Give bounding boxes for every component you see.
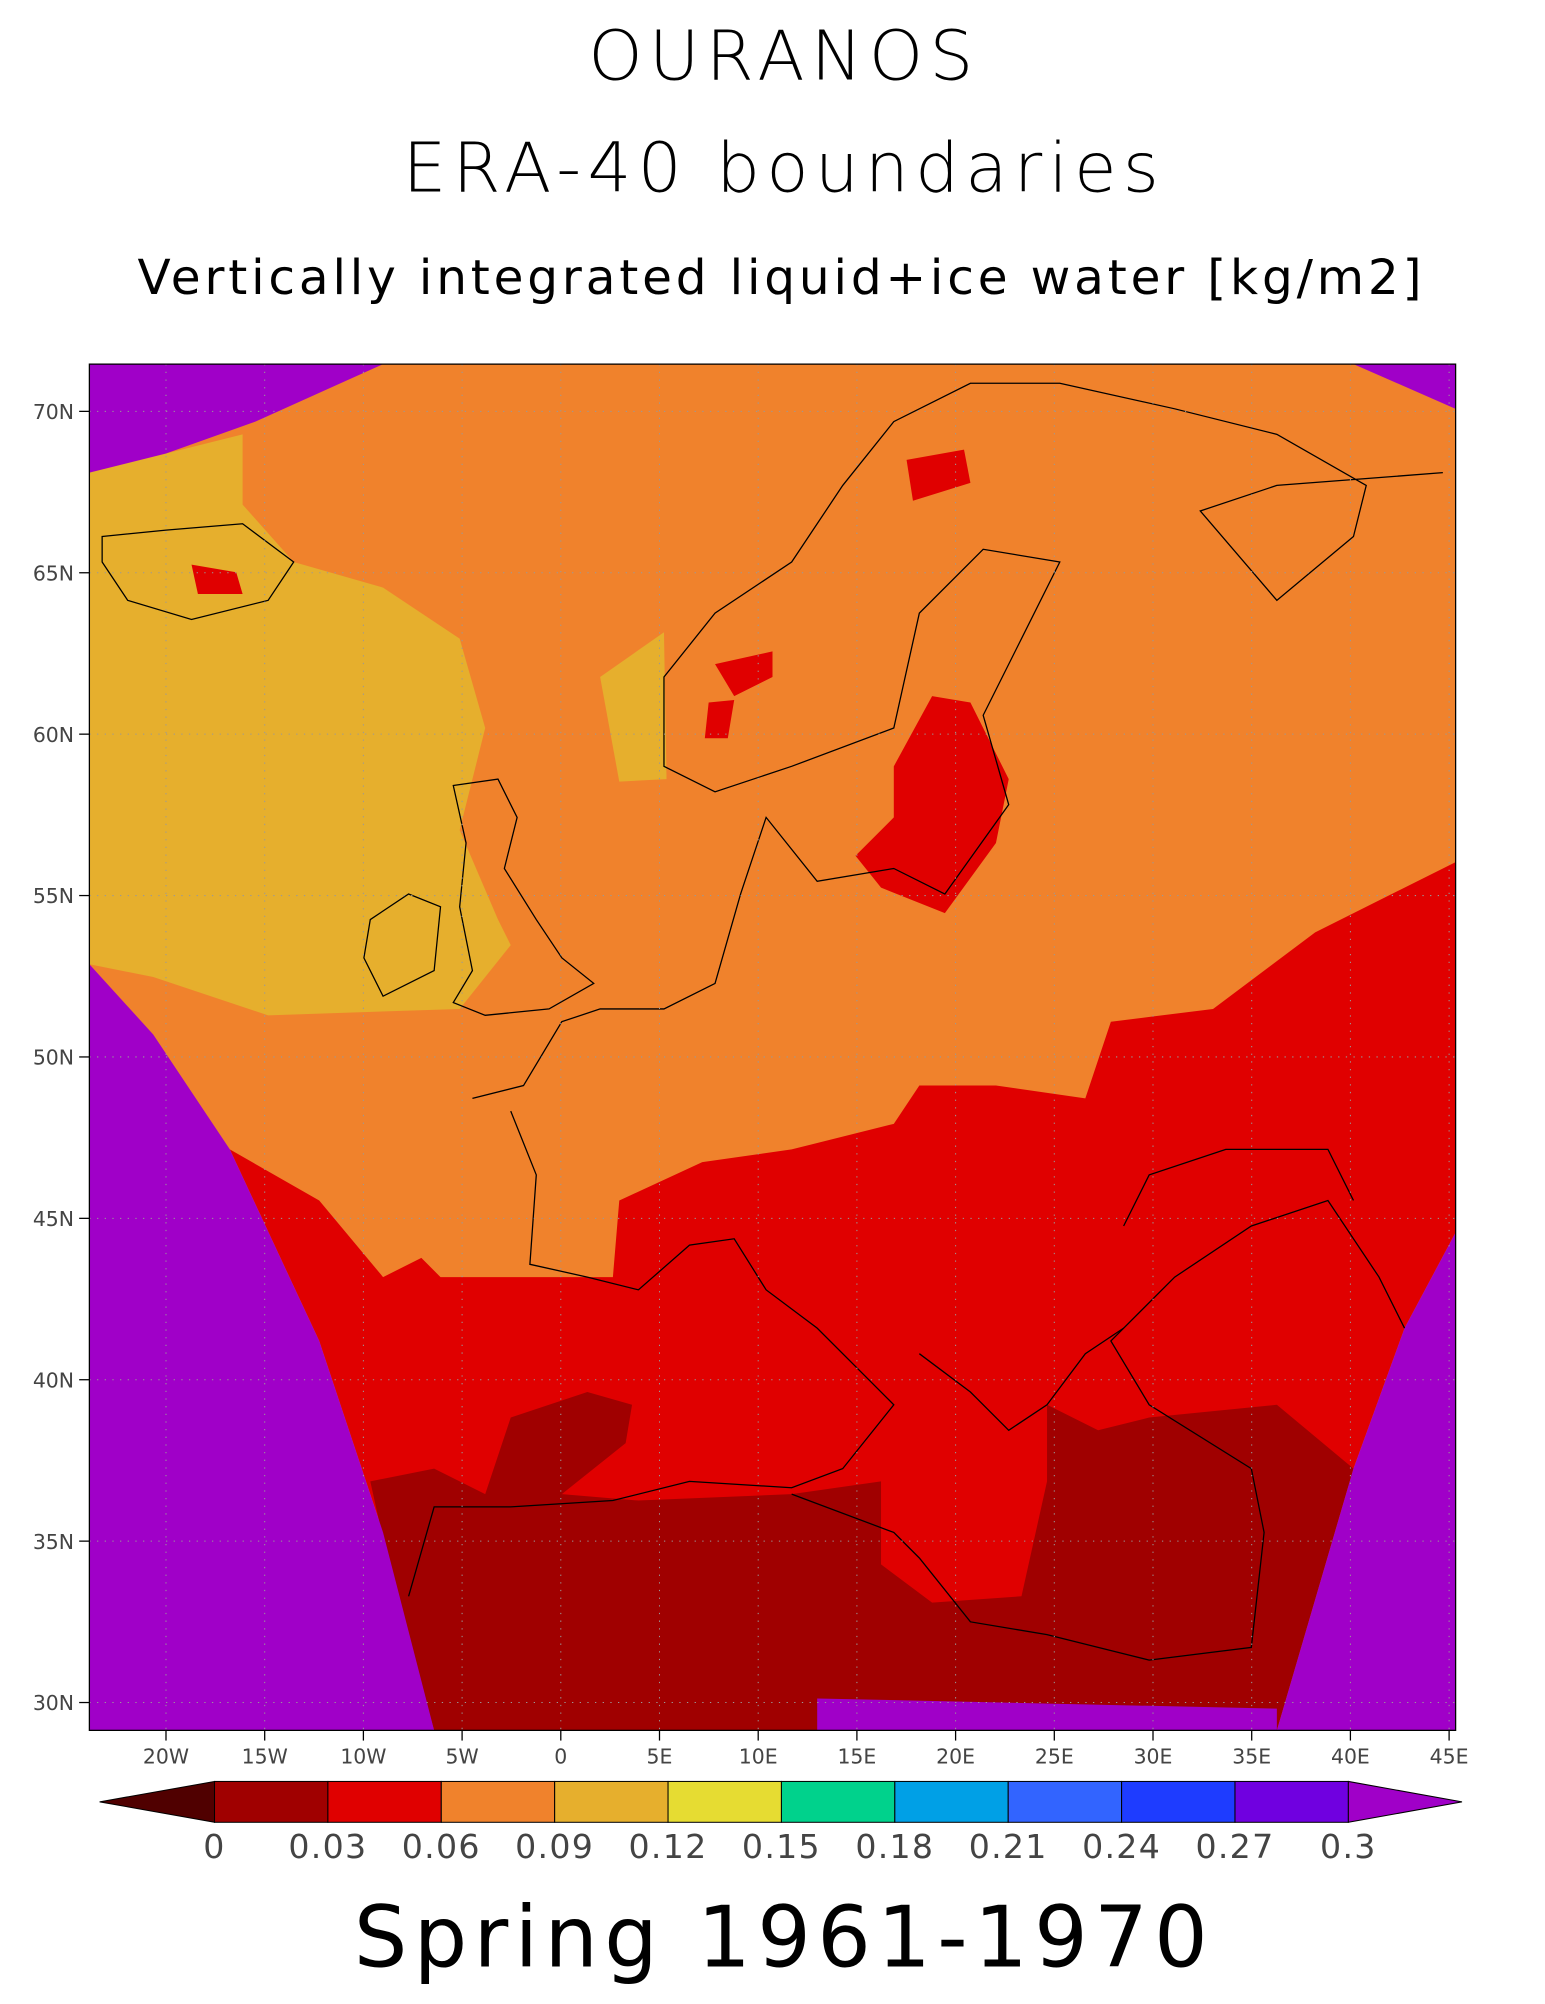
- title: OURANOS: [588, 16, 979, 96]
- field-region: [1276, 1232, 1456, 1731]
- colorbar-over: [1347, 1780, 1463, 1823]
- colorbar-box: [894, 1780, 1009, 1823]
- lon-tick-label: 10W: [340, 1745, 386, 1769]
- colorbar-label: 0.3: [1320, 1827, 1377, 1866]
- colorbar-label: 0.18: [855, 1827, 934, 1866]
- colorbar: 0 0.03 0.06 0.09 0.12 0.15 0.18 0.21 0.24 0.27 0.3: [99, 1780, 1463, 1866]
- colorbar-box: [1121, 1780, 1236, 1823]
- field-region: [89, 434, 511, 1016]
- field-region: [715, 651, 773, 697]
- lat-tick-label: 35N: [33, 1530, 74, 1554]
- footer: Spring 1961-1970: [354, 1889, 1214, 1987]
- lon-tick-label: 40E: [1331, 1745, 1370, 1769]
- lon-tick-label: 0: [554, 1745, 567, 1769]
- subtitle: Vertically integrated liquid+ice water […: [138, 250, 1426, 306]
- field-region: [1353, 364, 1456, 409]
- lat-tick-label: 40N: [33, 1368, 74, 1392]
- map-frame: [88, 363, 1457, 1732]
- colorbar-label: 0.24: [1082, 1827, 1161, 1866]
- lat-tick-label: 55N: [33, 884, 74, 908]
- lat-tick-label: 70N: [33, 400, 74, 424]
- colorbar-label: 0.21: [969, 1827, 1048, 1866]
- lon-tick-label: 30E: [1134, 1745, 1173, 1769]
- lon-tick-label: 20E: [936, 1745, 975, 1769]
- lat-tick-label: 45N: [33, 1207, 74, 1231]
- lon-tick-label: 15E: [837, 1745, 876, 1769]
- colorbar-box: [440, 1780, 556, 1823]
- colorbar-box: [667, 1780, 782, 1823]
- field-region: [906, 449, 971, 501]
- lat-tick-label: 50N: [33, 1046, 74, 1070]
- field-region: [191, 564, 243, 594]
- colorbar-label: 0.15: [742, 1827, 821, 1866]
- graticule: 70N 65N 60N 55N 50N 45N 40N 35N 30N 20W 15W 10W 5W 0 5…: [33, 364, 1469, 1769]
- colorbar-label: 0.03: [288, 1827, 367, 1866]
- field-region: [370, 1391, 1354, 1731]
- field-region: [89, 964, 435, 1731]
- title: ERA-40 boundaries: [403, 129, 1166, 209]
- lon-tick-label: 45E: [1430, 1745, 1469, 1769]
- field-region: [817, 1698, 1277, 1731]
- lat-tick-label: 30N: [33, 1691, 74, 1715]
- colorbar-under: [99, 1780, 216, 1823]
- lat-tick-label: 60N: [33, 723, 74, 747]
- colorbar-label: 0.09: [515, 1827, 594, 1866]
- colorbar-box: [554, 1780, 669, 1823]
- colorbar-box: [780, 1780, 896, 1823]
- lon-tick-label: 25E: [1035, 1745, 1074, 1769]
- colorbar-label: 0.12: [629, 1827, 708, 1866]
- lon-tick-label: 15W: [242, 1745, 288, 1769]
- colorbar-label: 0.06: [402, 1827, 481, 1866]
- lon-tick-label: 5W: [446, 1745, 479, 1769]
- colorbar-box: [327, 1780, 442, 1823]
- colorbar-box: [214, 1780, 329, 1823]
- colorbar-label: 0.27: [1195, 1827, 1274, 1866]
- lat-tick-label: 65N: [33, 561, 74, 585]
- colorbar-label: 0: [203, 1827, 225, 1866]
- lon-tick-label: 5E: [647, 1745, 673, 1769]
- map-field: [89, 364, 1456, 1731]
- field-region: [89, 364, 384, 473]
- colorbar-box: [1234, 1780, 1349, 1823]
- field-region: [600, 632, 667, 782]
- lon-tick-label: 10E: [739, 1745, 778, 1769]
- field-region: [704, 699, 735, 739]
- coastlines: [101, 382, 1443, 1661]
- colorbar-box: [1007, 1780, 1123, 1823]
- lon-tick-label: 35E: [1232, 1745, 1271, 1769]
- lon-tick-label: 20W: [143, 1745, 189, 1769]
